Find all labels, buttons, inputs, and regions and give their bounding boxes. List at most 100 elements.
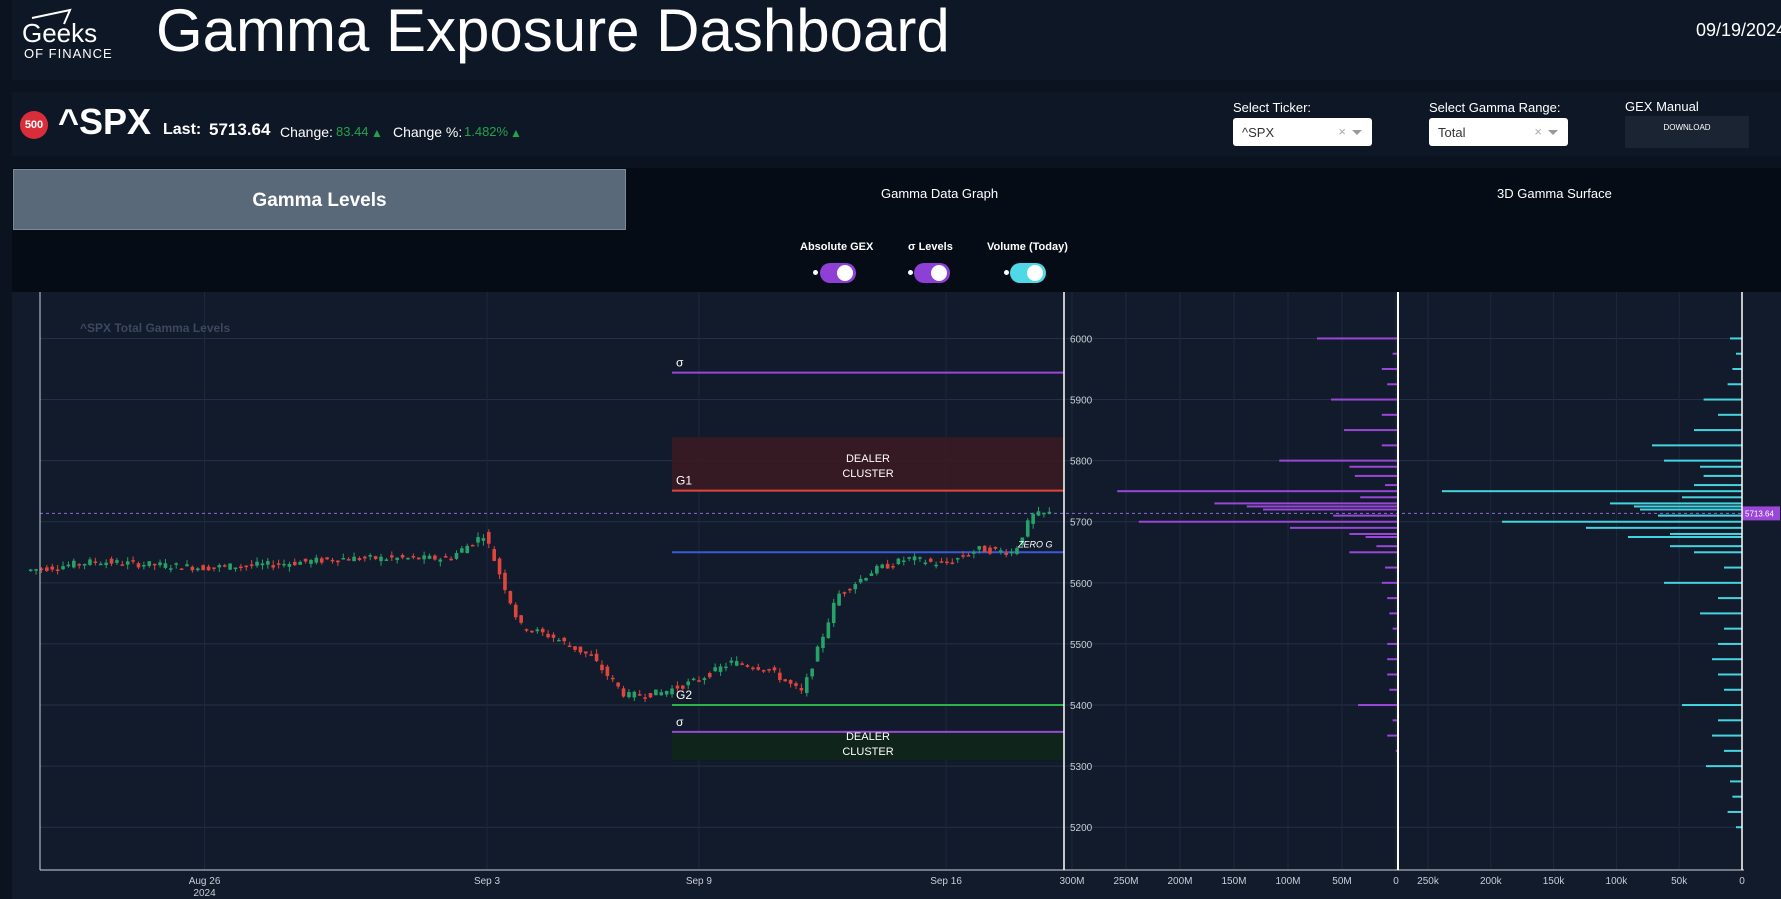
volume-bar [1628,536,1742,539]
gamma-range-select[interactable]: Total × [1429,118,1568,146]
download-button[interactable]: DOWNLOAD [1625,116,1749,148]
candle-body [271,565,276,568]
volume-bar [1712,658,1742,661]
candle-body [1015,547,1019,555]
candle-body [508,591,513,604]
candle-body [513,604,518,618]
volume-bar [1724,749,1742,752]
toggle-sigma-levels[interactable] [914,263,950,283]
candle-body [594,653,599,662]
candle-body [810,668,814,677]
candle-body [104,562,108,566]
ticker-select[interactable]: ^SPX × [1233,118,1372,146]
gex-bar [1392,352,1398,355]
candle-body [309,560,313,564]
level-label: σ [676,715,684,729]
y-tick-label: 5800 [1070,457,1093,468]
candle-body [492,549,496,561]
toggle-absolute-gex[interactable] [820,263,856,283]
candle-body [61,566,65,570]
x-tick-sublabel: 2024 [193,888,216,899]
clear-icon[interactable]: × [1534,124,1542,139]
candle-body [55,569,60,571]
candle-body [977,546,982,550]
candle-body [955,558,960,560]
chevron-down-icon[interactable] [1548,130,1558,135]
candle-body [945,561,949,564]
candle-body [276,563,281,565]
candle-body [503,572,507,591]
candle-body [438,559,443,562]
candle-body [82,564,87,566]
clear-icon[interactable]: × [1338,124,1346,139]
candle-body [115,560,119,563]
volume-bar [1634,505,1742,508]
candle-body [1036,511,1041,516]
volume-bar [1640,508,1742,511]
page-title: Gamma Exposure Dashboard [156,0,950,64]
candle-body [303,558,308,562]
volume-bar [1724,688,1742,691]
gamma-levels-chart[interactable]: 6000 5900 5800 5700 5600 5500 5400 5300 5200 Aug … [12,292,1781,899]
y-tick-label: 5400 [1070,701,1093,712]
gex-tick-label: 300M [1059,876,1084,887]
x-tick-label: Sep 9 [686,876,713,887]
candle-body [379,556,383,562]
gex-bar [1117,490,1398,493]
tab-gamma-levels[interactable]: Gamma Levels [13,169,626,230]
candle-body [664,691,669,695]
toggle-dot [908,270,913,275]
index-badge: 500 [20,111,48,139]
level-label: σ [676,356,684,370]
toggle-bar [12,230,1781,292]
candle-body [217,565,222,568]
volume-bar [1658,514,1742,517]
candle-body [713,667,717,672]
gex-bar [1349,465,1398,468]
candle-body [169,568,173,570]
volume-bar [1652,444,1742,447]
candle-body [255,561,259,566]
gex-bar [1387,673,1398,676]
gex-bar [1392,719,1398,722]
tab-3d-gamma-surface[interactable]: 3D Gamma Surface [1497,186,1612,201]
gex-bar [1290,526,1398,529]
candle-body [972,551,976,554]
x-tick-label: Sep 16 [930,876,962,887]
geeks-of-finance-logo: Geeks OF FINANCE [22,8,112,60]
chevron-down-icon[interactable] [1352,130,1362,135]
candle-body [147,561,152,566]
candle-body [589,654,593,656]
candle-body [616,682,620,687]
last-label: Last: [163,121,202,138]
candle-body [152,563,157,566]
volume-bar [1502,520,1742,523]
candle-body [584,651,588,654]
tab-gamma-data-graph[interactable]: Gamma Data Graph [881,186,999,201]
candle-body [707,673,712,678]
y-tick-label: 5700 [1070,518,1093,529]
candle-body [1025,520,1030,537]
candle-body [422,555,426,560]
candle-body [864,578,868,581]
candle-body [573,646,577,650]
candle-body [643,697,647,699]
candle-body [244,565,249,568]
candle-body [772,667,777,671]
candle-body [487,532,491,544]
gex-bar [1333,514,1398,517]
candle-body [675,685,680,689]
candle-body [734,661,739,666]
candle-body [352,556,356,562]
volume-bar [1718,597,1742,600]
volume-bar [1703,474,1742,477]
volume-bar [1736,826,1742,829]
candle-body [681,685,685,689]
toggle-volume-today[interactable] [1010,263,1046,283]
volume-bar [1670,532,1742,535]
candle-body [1047,511,1052,514]
candle-body [562,637,567,642]
gex-bar [1317,337,1398,340]
gex-tick-label: 250M [1113,876,1138,887]
candle-body [163,563,168,568]
